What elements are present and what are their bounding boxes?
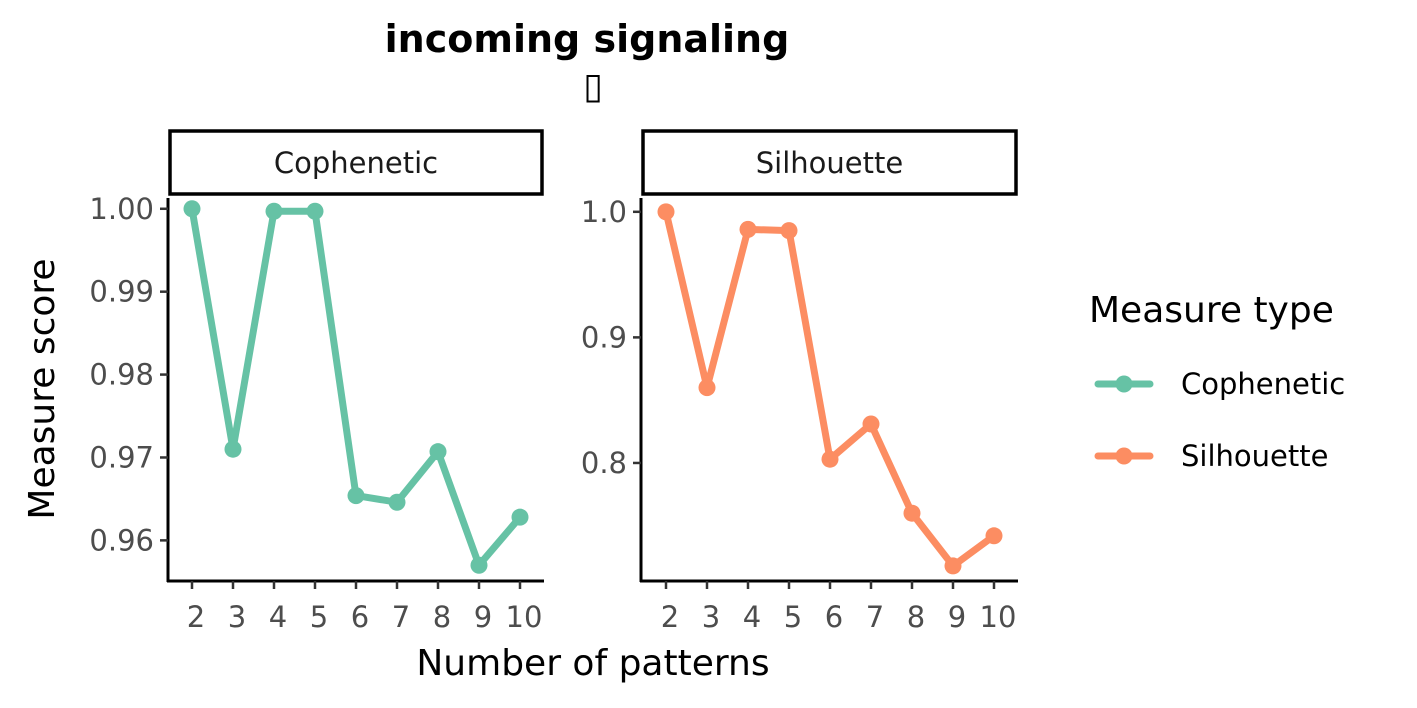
data-point: [183, 200, 201, 218]
y-tick-label: 0.99: [89, 275, 154, 309]
x-tick-label: 7: [866, 600, 884, 634]
x-tick-label: 8: [907, 600, 925, 634]
x-tick-label: 6: [825, 600, 843, 634]
legend-key-point: [1115, 447, 1133, 465]
x-tick-label: 5: [310, 600, 328, 634]
x-tick-label: 2: [661, 600, 679, 634]
legend-key-point: [1115, 375, 1133, 393]
panel-silhouette: Silhouette 1.0 0.9 0.8 2 3 4 5 6 7 8 9 10: [581, 129, 1018, 634]
x-tick-label: 6: [351, 600, 369, 634]
facet-strip: [641, 129, 1018, 196]
y-tick-label: 0.8: [581, 446, 627, 480]
data-point: [511, 508, 529, 526]
x-axis-title: Number of patterns: [416, 643, 769, 684]
data-point: [944, 557, 962, 575]
x-tick-label: 2: [187, 600, 205, 634]
legend-item-cophenetic: Cophenetic: [1094, 367, 1345, 401]
data-point: [903, 504, 921, 522]
x-tick-label: 9: [474, 600, 492, 634]
x-tick-label: 3: [702, 600, 720, 634]
y-tick-label: 1.0: [581, 195, 627, 229]
data-point: [698, 379, 716, 397]
data-point: [429, 443, 447, 461]
x-tick-label: 8: [433, 600, 451, 634]
legend-label: Cophenetic: [1181, 367, 1345, 401]
data-point: [985, 527, 1003, 545]
x-tick-label: 9: [948, 600, 966, 634]
y-tick-label: 0.96: [89, 523, 154, 557]
facet-strip: [168, 129, 544, 196]
x-tick-label: 10: [980, 600, 1017, 634]
chart-title: incoming signaling: [385, 17, 790, 61]
x-tick-label: 3: [228, 600, 246, 634]
y-axis-title: Measure score: [22, 258, 63, 519]
data-point: [739, 220, 757, 238]
data-point: [470, 556, 488, 574]
legend-label: Silhouette: [1181, 439, 1328, 473]
legend-item-silhouette: Silhouette: [1094, 439, 1328, 473]
title-glyph: ▯: [583, 66, 603, 107]
facet-strip-label: Silhouette: [756, 146, 903, 180]
legend: Measure type Cophenetic Silhouette: [1089, 290, 1345, 473]
x-tick-label: 7: [392, 600, 410, 634]
x-tick-label: 10: [506, 600, 543, 634]
x-tick-label: 4: [743, 600, 761, 634]
data-point: [821, 450, 839, 468]
y-tick-label: 0.98: [89, 358, 154, 392]
data-point: [224, 440, 242, 458]
panel-cophenetic: Cophenetic 1.00 0.99 0.98 0.97 0.96 2 3 4 5 6 7 8 9 10: [89, 129, 544, 634]
data-point: [388, 493, 406, 511]
y-tick-label: 1.00: [89, 192, 154, 226]
data-point: [657, 203, 675, 221]
y-tick-label: 0.9: [581, 320, 627, 354]
x-tick-label: 4: [269, 600, 287, 634]
data-point: [306, 202, 324, 220]
x-tick-label: 5: [784, 600, 802, 634]
series-line-cophenetic: [188, 205, 524, 569]
facet-strip-label: Cophenetic: [274, 146, 438, 180]
legend-title: Measure type: [1089, 290, 1334, 331]
data-point: [265, 202, 283, 220]
data-point: [347, 487, 365, 505]
data-point: [780, 222, 798, 240]
data-point: [862, 415, 880, 433]
y-tick-label: 0.97: [89, 440, 154, 474]
